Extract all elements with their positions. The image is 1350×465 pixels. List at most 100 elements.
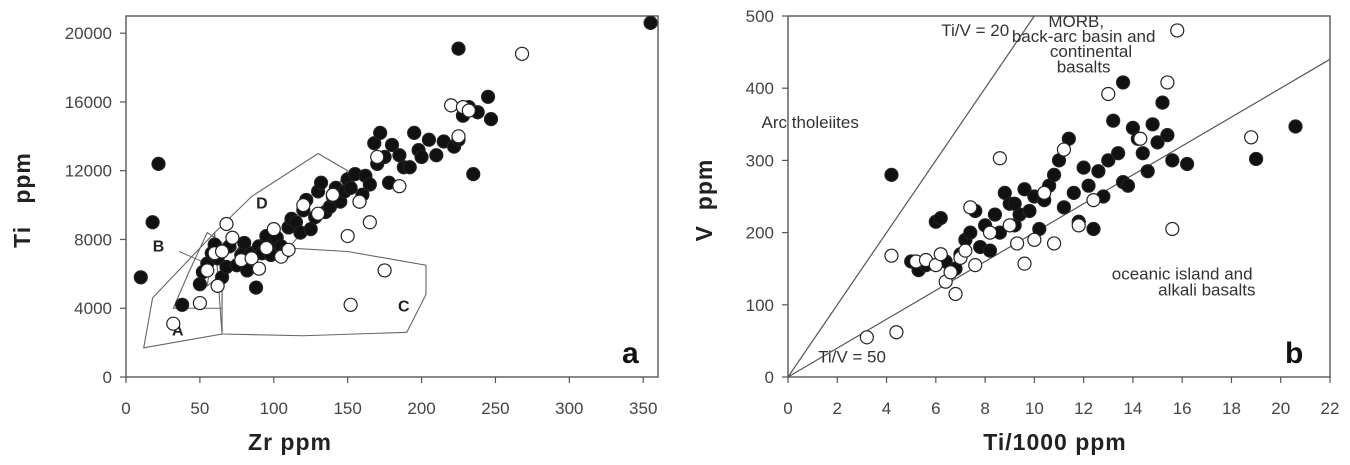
- data-point-filled: [1101, 153, 1116, 168]
- data-point-filled: [1115, 75, 1131, 90]
- data-point-open: [1017, 256, 1032, 271]
- data-point-filled: [1150, 135, 1165, 150]
- data-point-filled: [1086, 221, 1101, 237]
- data-point-open: [1046, 236, 1062, 251]
- y-axis-title: Ti ppm: [9, 152, 35, 248]
- data-point-filled: [1160, 128, 1175, 143]
- x-tick-label: 100: [260, 399, 288, 418]
- data-point-open: [281, 242, 296, 257]
- y-tick-label: 4000: [74, 299, 112, 318]
- data-point-filled: [982, 243, 998, 258]
- data-point-open: [889, 325, 904, 340]
- reference-line: [787, 15, 1035, 378]
- y-tick-label: 20000: [65, 24, 112, 43]
- panel-b-chart: 0 2 4 6 8 10 12 14 16 18 20 22 0 100 200 300 400 500 Ti/10…: [691, 7, 1339, 455]
- data-point-open: [884, 248, 899, 263]
- y-tick-label: 500: [746, 7, 774, 26]
- data-point-filled: [343, 180, 358, 196]
- data-point-open: [444, 98, 459, 113]
- y-tick-label: 16000: [65, 93, 112, 112]
- x-axis-title: Zr ppm: [248, 429, 332, 455]
- data-point-open: [377, 263, 392, 278]
- data-point-filled: [402, 160, 417, 175]
- data-point-filled: [1111, 146, 1126, 161]
- data-point-open: [244, 251, 259, 266]
- data-point-filled: [392, 148, 407, 163]
- data-point-open: [1244, 130, 1259, 145]
- data-point-filled: [414, 149, 429, 165]
- data-point-open: [259, 240, 274, 256]
- x-tick-label: 0: [783, 399, 792, 418]
- data-point-filled: [303, 222, 318, 237]
- y-tick-label: 12000: [65, 162, 112, 181]
- data-point-filled: [237, 235, 252, 251]
- data-point-open: [1160, 75, 1175, 90]
- data-point-open: [214, 244, 230, 259]
- data-point-open: [1133, 131, 1148, 146]
- x-tick-label: 6: [931, 399, 940, 418]
- x-tick-label: 250: [481, 399, 509, 418]
- data-point-filled: [1046, 167, 1062, 182]
- data-point-filled: [175, 297, 190, 312]
- data-point-filled: [1155, 95, 1170, 110]
- data-point-open: [219, 216, 234, 232]
- field-b-leader: [179, 251, 204, 263]
- data-point-filled: [133, 270, 148, 285]
- data-point-filled: [1066, 185, 1081, 200]
- x-tick-label: 8: [980, 399, 989, 418]
- data-point-filled: [1091, 164, 1106, 179]
- data-point-filled: [483, 112, 499, 127]
- data-point-filled: [192, 277, 207, 292]
- data-point-filled: [421, 132, 437, 147]
- data-point-filled: [248, 280, 264, 295]
- data-point-filled: [1076, 160, 1091, 175]
- field-c-label: C: [398, 299, 410, 316]
- data-point-open: [1086, 193, 1101, 208]
- data-point-filled: [1120, 178, 1136, 193]
- reference-line-label: Ti/V = 20: [941, 21, 1009, 40]
- field-label: basalts: [1057, 57, 1111, 76]
- x-tick-label: 22: [1321, 399, 1340, 418]
- data-point-open: [392, 179, 407, 194]
- data-point-open: [200, 263, 215, 278]
- data-point-open: [451, 129, 466, 144]
- data-point-filled: [407, 125, 422, 140]
- data-point-filled: [987, 207, 1003, 222]
- data-point-filled: [429, 148, 444, 163]
- data-point-open: [343, 297, 358, 312]
- y-tick-label: 200: [746, 224, 774, 243]
- y-tick-label: 300: [746, 151, 774, 170]
- y-tick-label: 0: [765, 368, 774, 387]
- data-point-open: [1027, 232, 1042, 247]
- data-point-filled: [466, 167, 481, 182]
- data-point-open: [225, 230, 240, 245]
- data-point-open: [296, 197, 311, 213]
- x-tick-label: 18: [1222, 399, 1241, 418]
- data-point-filled: [1180, 156, 1195, 172]
- data-point-filled: [1022, 203, 1037, 219]
- data-point-open: [1101, 86, 1116, 102]
- data-point-open: [1165, 221, 1180, 237]
- data-point-filled: [643, 15, 658, 30]
- data-point-open: [370, 149, 385, 165]
- y-tick-label: 400: [746, 79, 774, 98]
- data-point-filled: [1288, 119, 1303, 134]
- data-point-open: [514, 46, 530, 61]
- panel-label: b: [1285, 337, 1303, 370]
- x-tick-label: 16: [1173, 399, 1192, 418]
- data-point-filled: [1007, 196, 1022, 211]
- field-label: oceanic island and: [1112, 265, 1253, 284]
- data-point-filled: [1106, 113, 1121, 128]
- x-tick-label: 150: [333, 399, 361, 418]
- x-tick-label: 4: [882, 399, 891, 418]
- field-label: Arc tholeiites: [762, 113, 859, 132]
- data-point-filled: [1056, 200, 1072, 215]
- data-point-filled: [1140, 164, 1155, 179]
- data-point-filled: [963, 225, 978, 240]
- data-point-filled: [151, 156, 166, 171]
- field-b-label: B: [153, 239, 165, 256]
- data-point-open: [251, 261, 267, 276]
- y-tick-label: 0: [103, 368, 112, 387]
- field-d-label: D: [256, 196, 268, 213]
- x-tick-label: 0: [121, 399, 130, 418]
